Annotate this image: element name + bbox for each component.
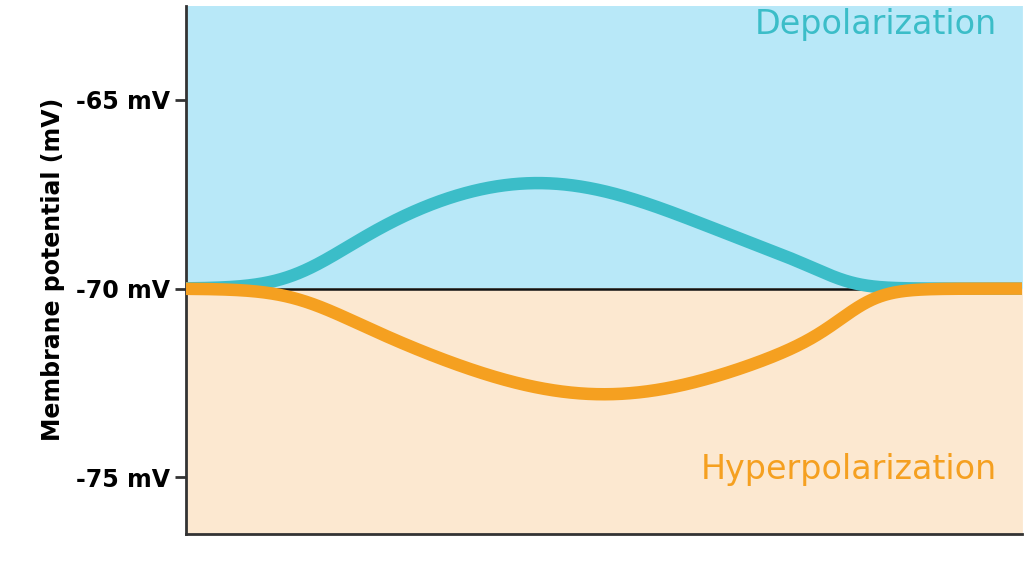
Text: Hyperpolarization: Hyperpolarization xyxy=(701,453,997,486)
Text: Depolarization: Depolarization xyxy=(754,8,997,41)
Y-axis label: Membrane potential (mV): Membrane potential (mV) xyxy=(40,98,65,441)
